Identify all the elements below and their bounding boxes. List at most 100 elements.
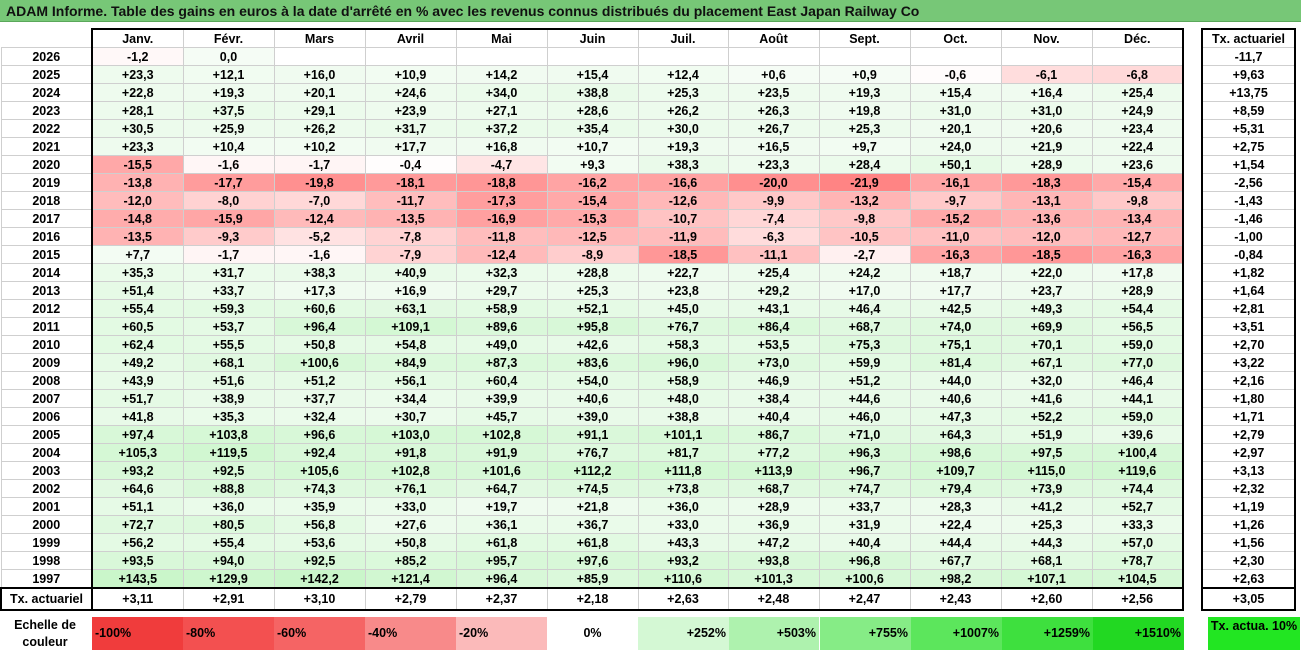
gain-cell: +33,7 [182,281,275,300]
tx-actuariel-month-cell: +2,79 [364,587,457,611]
gain-cell: +9,7 [818,137,911,156]
gain-cell: +51,1 [91,497,184,516]
gain-cell: +93,8 [727,551,820,570]
tx-actuariel-month-cell: +2,60 [1000,587,1093,611]
tx-actuariel-month-cell: +2,63 [637,587,729,611]
table-row: 2006 +41,8 +35,3 +32,4 +30,7 +45,7 +39,0 +38,8 +… [0,407,1296,426]
gain-cell: +70,1 [1000,335,1093,354]
gain-cell: +24,2 [818,263,911,282]
gain-cell: +17,0 [818,281,911,300]
gain-cell: +52,2 [1000,407,1093,426]
gain-cell: -6,8 [1091,65,1184,84]
column-gap [1183,479,1202,498]
tx-actuariel-month-cell: +3,11 [91,587,184,611]
table-row: 2019 -13,8 -17,7 -19,8 -18,1 -18,8 -16,2 -16,6-… [0,173,1296,192]
table-row: 2005 +97,4 +103,8 +96,6 +103,0 +102,8 +91,1 +10… [0,425,1296,444]
column-gap [1183,263,1202,282]
gain-cell: +102,8 [364,461,457,480]
gain-cell: -12,7 [1091,227,1184,246]
tx-actuariel-cell: +1,54 [1201,155,1296,174]
tx-actuariel-cell: +3,22 [1201,353,1296,372]
gain-cell: +46,0 [818,407,911,426]
tx-actuariel-cell: +5,31 [1201,119,1296,138]
gain-cell: +44,1 [1091,389,1184,408]
column-gap [1183,191,1202,210]
column-gap [1183,461,1202,480]
gain-cell: +93,2 [91,461,184,480]
gain-cell: +56,5 [1091,317,1184,336]
table-row: 1999 +56,2 +55,4 +53,6 +50,8 +61,8 +61,8 +43,3 +… [0,533,1296,552]
gain-cell: +74,7 [818,479,911,498]
gain-cell: +44,6 [818,389,911,408]
tx-actuariel-month-cell: +2,48 [727,587,820,611]
gain-cell: +24,6 [364,83,457,102]
color-scale-swatch: +1510% [1093,617,1184,650]
gain-cell: +92,4 [273,443,366,462]
gain-cell: -18,1 [364,173,457,192]
gain-cell: +59,0 [1091,335,1184,354]
column-gap [1183,353,1202,372]
gain-cell: +109,7 [909,461,1002,480]
gain-cell: +44,0 [909,371,1002,390]
color-scale-swatch: -80% [183,617,274,650]
table-row: 2014 +35,3 +31,7 +38,3 +40,9 +32,3 +28,8 +22,7 +… [0,263,1296,282]
gain-cell: -1,7 [182,245,275,264]
gain-cell: +39,9 [455,389,548,408]
column-gap [1183,371,1202,390]
gain-cell: +23,8 [637,281,729,300]
gain-cell: +107,1 [1000,569,1093,589]
gain-cell: +55,4 [91,299,184,318]
gain-cell: +28,9 [1091,281,1184,300]
tx-actuariel-header: Tx. actuariel [1201,28,1296,48]
color-scale: Echelle de couleur -100% -80% -60% -40% -20%… [0,615,1301,653]
table-row: 2000 +72,7 +80,5 +56,8 +27,6 +36,1 +36,7 +33,0 +… [0,515,1296,534]
gain-cell: +31,0 [909,101,1002,120]
gain-cell: +69,9 [1000,317,1093,336]
gain-cell: +17,8 [1091,263,1184,282]
gain-cell: +41,6 [1000,389,1093,408]
table-row: 2007 +51,7 +38,9 +37,7 +34,4 +39,9 +40,6 +48,0 +… [0,389,1296,408]
year-label: 2009 [0,353,93,372]
gain-cell: +75,1 [909,335,1002,354]
gain-cell: +113,9 [727,461,820,480]
table-row: 2024 +22,8 +19,3 +20,1 +24,6 +34,0 +38,8 +25,3 +… [0,83,1296,102]
gain-cell: +28,1 [91,101,184,120]
year-label: 2003 [0,461,93,480]
gain-cell: +84,9 [364,353,457,372]
gain-cell: +28,4 [818,155,911,174]
gain-cell: +46,4 [818,299,911,318]
gain-cell: +16,9 [364,281,457,300]
gain-cell: -16,1 [909,173,1002,192]
gain-cell: +51,2 [818,371,911,390]
tx-actuariel-cell: -0,84 [1201,245,1296,264]
header-blank-cell [1,29,93,48]
table-row: 2021 +23,3 +10,4 +10,2 +17,7 +16,8 +10,7 +19,3 +… [0,137,1296,156]
year-label: 2008 [0,371,93,390]
gain-cell: +96,3 [818,443,911,462]
gain-cell: +115,0 [1000,461,1093,480]
gain-cell: 0,0 [182,47,275,66]
tx-actuariel-total: +3,05 [1201,587,1296,611]
gain-cell: +54,8 [364,335,457,354]
gain-cell: +10,9 [364,65,457,84]
gain-cell: +17,7 [909,281,1002,300]
color-scale-swatch: -20% [456,617,547,650]
gain-cell: +96,7 [818,461,911,480]
gain-cell: -6,3 [727,227,820,246]
gain-cell: +29,2 [727,281,820,300]
color-scale-swatch: +1259% [1002,617,1093,650]
gain-cell: +112,2 [546,461,639,480]
gain-cell: +15,4 [909,83,1002,102]
gain-cell: +143,5 [91,569,184,589]
gain-cell: -11,7 [364,191,457,210]
gain-cell: -18,3 [1000,173,1093,192]
gain-cell: +100,6 [818,569,911,589]
gain-cell: +101,1 [637,425,729,444]
column-gap [1183,299,1202,318]
year-label: 2007 [0,389,93,408]
gain-cell: +40,4 [818,533,911,552]
gain-cell: +24,0 [909,137,1002,156]
table-row: 2023 +28,1 +37,5 +29,1 +23,9 +27,1 +28,6 +26,2 +… [0,101,1296,120]
gain-cell: -11,1 [727,245,820,264]
gain-cell: +37,5 [182,101,275,120]
